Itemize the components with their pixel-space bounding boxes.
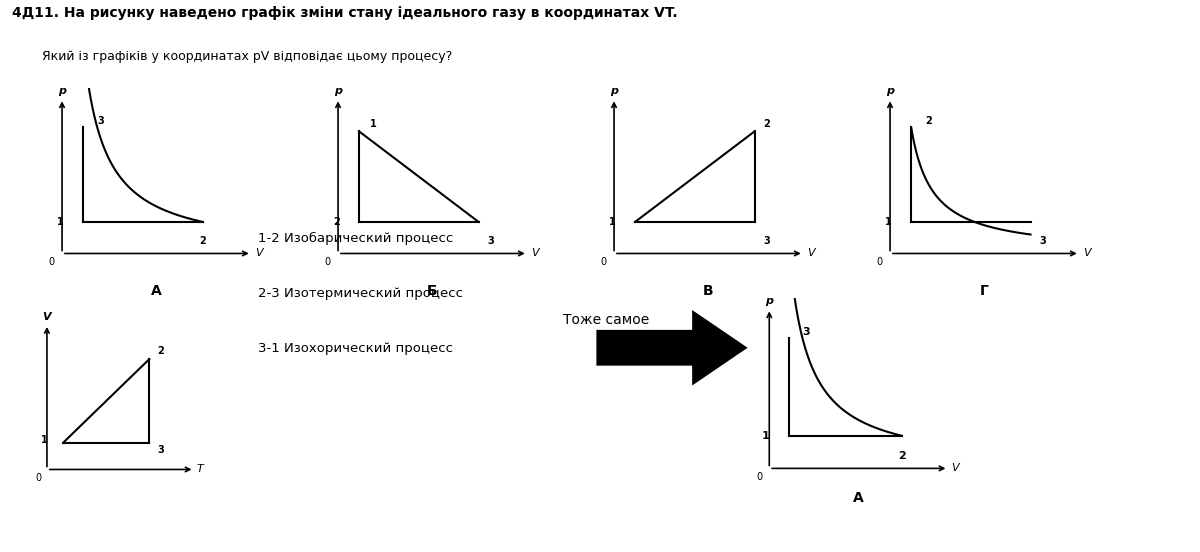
Text: 1: 1 (884, 217, 892, 227)
Text: 0: 0 (600, 257, 606, 267)
Text: 1: 1 (762, 431, 770, 441)
Text: 2: 2 (199, 236, 206, 246)
Text: 2: 2 (763, 119, 770, 129)
Text: V: V (806, 248, 815, 258)
Text: V: V (952, 463, 959, 474)
Polygon shape (596, 310, 748, 385)
Text: 2-3 Изотермический процесс: 2-3 Изотермический процесс (258, 287, 463, 300)
Text: p: p (886, 86, 894, 96)
Text: 0: 0 (36, 473, 42, 482)
Text: 4Д11. На рисунку наведено графік зміни стану ідеального газу в координатах VT.: 4Д11. На рисунку наведено графік зміни с… (12, 6, 678, 19)
Text: V: V (1082, 248, 1091, 258)
Text: 1: 1 (56, 217, 64, 227)
Text: T: T (197, 464, 203, 475)
Text: 3: 3 (487, 236, 494, 246)
Text: Який із графіків у координатах pV відповідає цьому процесу?: Який із графіків у координатах pV відпов… (42, 50, 452, 63)
Text: 0: 0 (756, 473, 762, 482)
Text: 1: 1 (370, 119, 377, 129)
Text: V: V (254, 248, 263, 258)
Text: 3: 3 (97, 116, 104, 126)
Text: Б: Б (427, 284, 437, 298)
Text: p: p (58, 86, 66, 96)
Text: Тоже самое: Тоже самое (563, 313, 649, 327)
Text: А: А (853, 491, 863, 505)
Text: Г: Г (979, 284, 989, 298)
Text: 3-1 Изохорический процесс: 3-1 Изохорический процесс (258, 342, 454, 355)
Text: 1: 1 (608, 217, 616, 227)
Text: 0: 0 (48, 257, 54, 267)
Text: 1: 1 (41, 435, 48, 445)
Text: 0: 0 (324, 257, 330, 267)
Text: В: В (703, 284, 713, 298)
Text: p: p (334, 86, 342, 96)
Text: V: V (530, 248, 539, 258)
Text: 0: 0 (876, 257, 882, 267)
Text: А: А (151, 284, 161, 298)
Text: p: p (766, 296, 773, 306)
Text: 2: 2 (332, 217, 340, 227)
Text: 3: 3 (1039, 236, 1046, 246)
Text: 3: 3 (157, 445, 164, 455)
Text: V: V (43, 312, 52, 322)
Text: 2: 2 (157, 346, 164, 357)
Text: 3: 3 (803, 327, 810, 337)
Text: 2: 2 (898, 450, 906, 460)
Text: 2: 2 (925, 116, 932, 126)
Text: 3: 3 (763, 236, 770, 246)
Text: 1-2 Изобарический процесс: 1-2 Изобарический процесс (258, 232, 454, 245)
Text: p: p (610, 86, 618, 96)
